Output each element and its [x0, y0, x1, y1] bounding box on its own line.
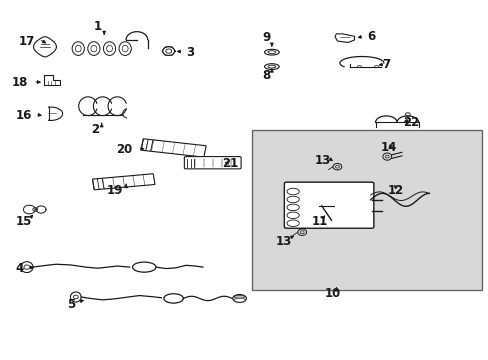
Text: 9: 9: [262, 31, 270, 44]
Text: 22: 22: [402, 116, 418, 129]
Text: 2: 2: [91, 123, 99, 136]
Text: 19: 19: [106, 184, 123, 197]
Text: 13: 13: [314, 154, 330, 167]
Text: 13: 13: [275, 235, 291, 248]
Text: 21: 21: [221, 157, 238, 170]
Text: 11: 11: [311, 215, 328, 228]
FancyBboxPatch shape: [184, 157, 241, 169]
Text: 14: 14: [380, 141, 396, 154]
Text: 6: 6: [367, 30, 375, 42]
Text: 20: 20: [116, 143, 133, 156]
Text: 17: 17: [19, 35, 35, 48]
Text: 4: 4: [16, 262, 23, 275]
Polygon shape: [141, 139, 206, 157]
Text: 12: 12: [387, 184, 404, 197]
Text: 10: 10: [324, 287, 340, 300]
Text: 15: 15: [15, 215, 32, 228]
Polygon shape: [334, 34, 354, 42]
Text: 8: 8: [262, 69, 270, 82]
Polygon shape: [44, 75, 60, 85]
Text: 3: 3: [186, 46, 194, 59]
Text: 18: 18: [11, 76, 28, 89]
Text: 1: 1: [94, 21, 102, 33]
Bar: [251, 130, 481, 290]
Polygon shape: [92, 174, 155, 190]
Text: 5: 5: [67, 298, 75, 311]
Text: 16: 16: [15, 109, 32, 122]
FancyBboxPatch shape: [284, 182, 373, 228]
Text: 7: 7: [382, 58, 389, 71]
